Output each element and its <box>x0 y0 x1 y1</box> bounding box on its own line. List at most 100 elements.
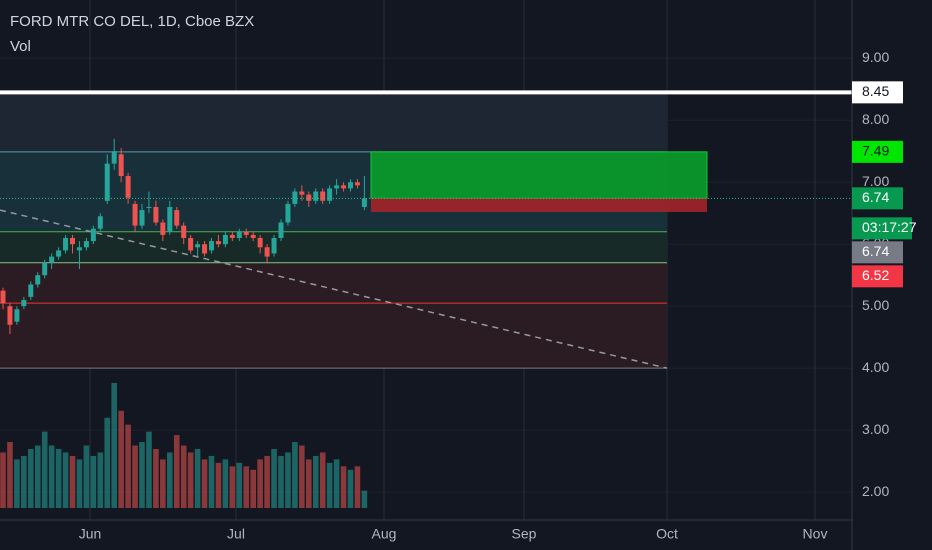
candle-body <box>361 198 367 208</box>
candle-body <box>167 207 173 232</box>
candle-body <box>341 185 347 189</box>
volume-bar <box>208 455 215 508</box>
volume-bar <box>69 455 76 508</box>
volume-bar <box>34 445 41 508</box>
candle-body <box>327 188 333 201</box>
price-label: 6.52 <box>862 267 889 283</box>
candle-body <box>0 290 6 304</box>
volume-bar <box>306 459 312 508</box>
volume-bar <box>236 462 243 508</box>
candle-body <box>257 237 263 248</box>
candle-body <box>181 225 187 238</box>
candle-body <box>70 237 75 245</box>
candle-body <box>215 241 221 245</box>
volume-bar <box>299 445 305 508</box>
candle-body <box>285 203 291 223</box>
volume-bar <box>41 431 48 508</box>
y-tick-label: 9.00 <box>862 49 889 65</box>
volume-bar <box>243 466 250 508</box>
volume-bar <box>139 442 145 508</box>
candle-body <box>264 247 270 257</box>
volume-bar <box>48 445 55 508</box>
candle-body <box>278 222 284 238</box>
volume-bar <box>201 459 208 508</box>
volume-bar <box>97 452 104 508</box>
volume-bar <box>187 452 194 508</box>
volume-bar <box>146 431 152 508</box>
volume-bar <box>153 448 159 508</box>
zone <box>0 262 667 304</box>
candle-body <box>313 191 319 201</box>
candle-body <box>49 256 55 263</box>
x-tick-label: Jul <box>227 526 245 542</box>
volume-bar <box>21 455 27 508</box>
y-tick-label: 3.00 <box>862 421 889 437</box>
x-tick-label: Sep <box>512 526 537 542</box>
volume-bar <box>14 459 20 508</box>
price-label: 03:17:27 <box>862 219 917 235</box>
volume-bar <box>132 445 138 508</box>
volume-bar <box>292 442 298 508</box>
candle-body <box>299 191 305 195</box>
volume-bar <box>160 459 166 508</box>
price-label-box <box>852 187 903 210</box>
zone <box>0 92 667 152</box>
volume-bar <box>312 455 319 508</box>
candle-body <box>97 216 103 229</box>
candle-body <box>229 234 235 238</box>
y-tick-label: 2.00 <box>862 483 889 499</box>
volume-bar <box>361 490 368 508</box>
candle-body <box>63 237 69 251</box>
price-label: 8.45 <box>862 83 889 99</box>
volume-bar <box>229 466 236 508</box>
volume-bar <box>28 448 34 508</box>
candle-body <box>111 151 117 164</box>
zone <box>0 231 667 263</box>
candle-body <box>334 185 340 189</box>
candle-body <box>146 207 152 209</box>
volume-bar <box>167 452 173 508</box>
chart-title: FORD MTR CO DEL, 1D, Cboe BZX <box>10 13 254 30</box>
volume-bar <box>354 466 361 508</box>
volume-bar <box>104 417 111 508</box>
x-tick-label: Nov <box>803 526 828 542</box>
candle-body <box>153 207 159 223</box>
candle-body <box>250 234 256 238</box>
candle-body <box>104 163 110 201</box>
volume-bar <box>340 466 347 508</box>
x-tick-label: Jun <box>79 526 102 542</box>
volume-bar <box>285 452 291 508</box>
volume-bar <box>62 452 69 508</box>
volume-bar <box>173 435 180 508</box>
candle-body <box>83 241 89 248</box>
candle-body <box>28 284 34 297</box>
candle-body <box>243 231 249 235</box>
candle-body <box>90 228 96 242</box>
candle-body <box>56 250 62 257</box>
trendline <box>0 209 668 369</box>
candle-body <box>14 309 20 322</box>
candle-body <box>42 262 48 276</box>
candle-body <box>271 237 277 254</box>
volume-bar <box>326 462 333 508</box>
y-tick-label: 5.00 <box>862 297 889 313</box>
candle-body <box>125 176 131 198</box>
candle-body <box>209 241 214 251</box>
candle-body <box>7 306 13 325</box>
price-label-box <box>852 241 903 264</box>
candle-body <box>354 182 360 186</box>
position-loss <box>371 198 707 212</box>
price-label-box <box>852 265 903 288</box>
volume-bar <box>222 459 229 508</box>
candle-body <box>139 210 145 226</box>
volume-bar <box>111 383 117 508</box>
candle-body <box>195 244 201 248</box>
volume-bar <box>215 462 222 508</box>
candle-body <box>174 210 180 226</box>
candle-body <box>306 194 312 201</box>
volume-bar <box>0 452 6 508</box>
candle-body <box>348 182 353 189</box>
volume-bar <box>83 445 90 508</box>
candle-body <box>292 191 298 204</box>
position-profit <box>370 151 708 199</box>
